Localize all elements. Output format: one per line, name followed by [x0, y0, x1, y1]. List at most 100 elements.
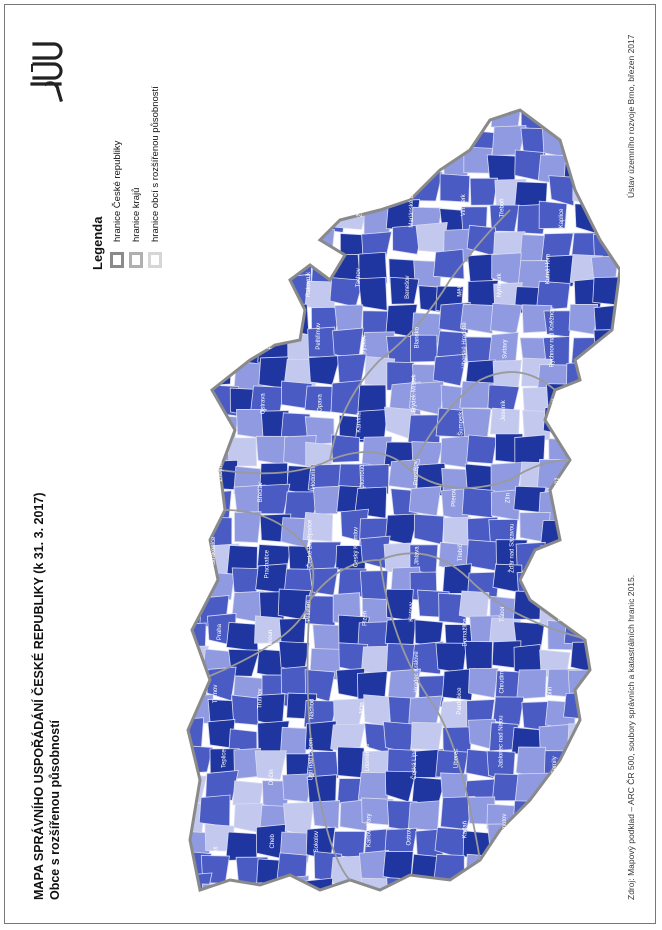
map-label: Ostrava [260, 393, 266, 415]
municipality-area [520, 829, 554, 862]
municipality-area [254, 750, 287, 780]
municipality-area [594, 803, 620, 833]
map-label: Znojmo [218, 461, 224, 482]
municipality-area [589, 771, 620, 802]
municipality-area [594, 857, 620, 889]
municipality-area [188, 361, 216, 392]
municipality-area [334, 120, 366, 152]
map-label: Tábor [500, 606, 506, 622]
map-label: Sokolov [314, 831, 320, 852]
municipality-area [308, 355, 341, 386]
municipality-area [593, 718, 620, 753]
map-label: Tachov [356, 268, 362, 287]
municipality-area [188, 253, 216, 289]
map-label: Kutná Hora [545, 253, 551, 284]
map-label: Příbram [306, 600, 312, 621]
municipality-area [188, 120, 209, 151]
map-label: Mariánské Lázně [409, 181, 415, 227]
map-label: Uherské Hradiště [462, 322, 468, 369]
map-label: Nymburk [497, 272, 503, 297]
municipality-area [234, 511, 262, 543]
municipality-area [461, 407, 492, 440]
map-label: Vsetín [214, 417, 220, 434]
map-label: Klatovy [409, 602, 415, 622]
municipality-area [255, 563, 288, 594]
municipality-area [570, 536, 600, 568]
map-label: Strakonice [211, 536, 217, 565]
map-label: Ústí nad Labem [307, 738, 314, 780]
map-label: Hradec Králové [414, 651, 420, 693]
municipality-area [330, 380, 363, 416]
municipality-area [256, 121, 290, 151]
map-label: Náchod [309, 699, 315, 720]
municipality-area [441, 880, 471, 890]
municipality-area [545, 568, 578, 602]
municipality-area [225, 831, 259, 861]
municipality-area [188, 872, 213, 890]
municipality-area [591, 747, 620, 781]
municipality-area [233, 484, 266, 515]
municipality-area [571, 383, 602, 414]
map-label: Domažlice [462, 618, 468, 647]
municipality-area [254, 110, 285, 127]
municipality-area [188, 156, 210, 184]
municipality-area [408, 110, 438, 129]
map-label: Břeclav [258, 482, 264, 502]
legend-label-country: hranice České republiky [112, 140, 123, 242]
map-label: Olomouc [360, 465, 366, 489]
municipality-area [257, 483, 291, 515]
municipality-area [188, 308, 209, 338]
municipality-area [415, 881, 448, 890]
map-label: Mělník [458, 278, 464, 297]
municipality-area [205, 308, 234, 338]
map-label: Přerov [451, 489, 457, 507]
map-label: Český Krumlov [352, 527, 359, 567]
page-frame [4, 4, 656, 924]
legend-label-regions: hranice krajů [131, 187, 142, 242]
map-label: Svitavy [503, 339, 509, 358]
municipality-area [565, 110, 595, 129]
municipality-area [284, 154, 312, 183]
municipality-area [232, 282, 263, 314]
municipality-area [311, 122, 340, 150]
municipality-area [596, 873, 620, 890]
municipality-area [281, 202, 316, 234]
map-label: Třebíč [458, 544, 464, 561]
municipality-area [563, 492, 597, 523]
municipality-area [302, 511, 334, 542]
municipality-area [410, 721, 443, 751]
map-subtitle: Obce s rozšířenou působností [48, 720, 62, 900]
municipality-area [464, 640, 493, 673]
municipality-area [415, 119, 447, 150]
municipality-area [392, 224, 425, 255]
municipality-area [468, 667, 499, 699]
municipality-area [362, 121, 395, 153]
municipality-area [568, 303, 599, 335]
municipality-area [234, 311, 267, 346]
municipality-area [385, 513, 419, 546]
municipality-area [337, 353, 367, 385]
municipality-area [188, 516, 204, 547]
municipality-area [490, 302, 523, 335]
municipality-area [307, 326, 337, 358]
municipality-area [231, 230, 264, 261]
municipality-area [466, 434, 498, 465]
municipality-area [596, 674, 620, 707]
municipality-area [229, 336, 262, 367]
map-label: Kladno [260, 278, 266, 297]
municipality-area [203, 110, 237, 128]
municipality-area [188, 437, 211, 470]
map-label: Kolín [547, 687, 553, 701]
map-label: Žatec [356, 202, 364, 217]
municipality-area [566, 457, 597, 492]
municipality-area [188, 110, 208, 131]
municipality-area [513, 884, 543, 890]
municipality-area [489, 204, 520, 232]
municipality-area [230, 125, 262, 156]
municipality-area [570, 802, 598, 835]
municipality-area [594, 566, 620, 599]
municipality-area [595, 690, 620, 722]
map-label: Česká Lípa [411, 749, 418, 780]
municipality-area [313, 110, 342, 131]
municipality-area [188, 463, 211, 497]
